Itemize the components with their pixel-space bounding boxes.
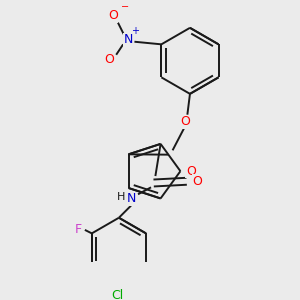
Text: O: O [104,52,114,66]
Text: H: H [116,192,125,202]
Text: O: O [108,9,118,22]
Text: +: + [131,26,139,36]
Text: −: − [121,2,129,12]
Text: N: N [126,192,136,205]
Text: F: F [75,224,82,236]
Text: O: O [192,175,202,188]
Text: Cl: Cl [111,290,123,300]
Text: O: O [181,115,190,128]
Text: O: O [186,165,196,178]
Text: N: N [124,34,133,46]
